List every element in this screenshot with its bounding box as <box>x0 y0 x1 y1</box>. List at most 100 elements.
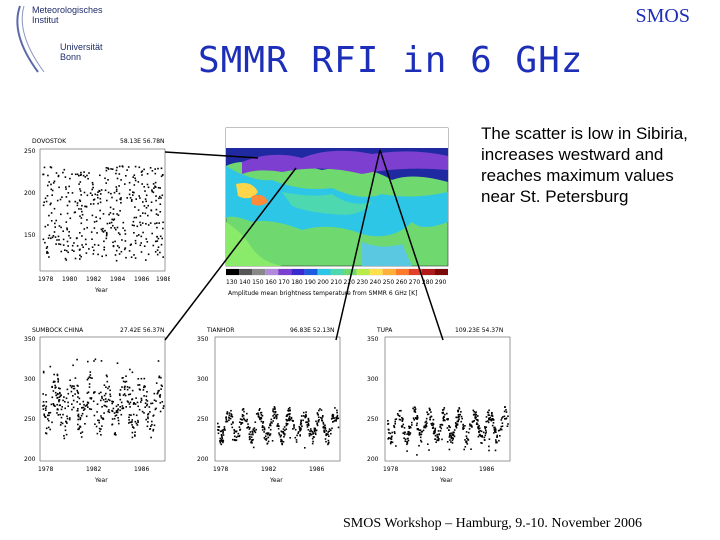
x-tick: 1982 <box>86 276 101 283</box>
scatter-point <box>59 243 62 246</box>
scatter-point <box>505 418 507 420</box>
scatter-point <box>66 240 69 243</box>
scatter-point <box>76 409 79 412</box>
scatter-point <box>313 428 316 431</box>
scatter-point <box>287 408 290 410</box>
scatter-point <box>156 249 159 251</box>
scatter-point <box>65 397 68 400</box>
scatter-point <box>157 186 160 189</box>
scatter-point <box>263 431 265 433</box>
scatter-point <box>71 249 74 251</box>
scatter-point <box>413 410 416 413</box>
scatter-point <box>436 436 439 439</box>
scatter-point <box>100 193 102 195</box>
scatter-point <box>85 415 88 418</box>
scatter-point <box>106 375 108 378</box>
scatter-point <box>80 436 83 438</box>
scatter-point <box>264 435 267 437</box>
scatter-point <box>100 360 103 362</box>
scatter-point <box>56 374 59 377</box>
scatter-point <box>137 378 140 380</box>
scatter-point <box>116 411 119 414</box>
scatter-point <box>298 426 301 428</box>
scatter-point <box>239 418 242 420</box>
scatter-point <box>322 415 324 417</box>
scatter-point <box>305 415 307 417</box>
scatter-point <box>89 371 92 373</box>
scatter-point <box>325 433 327 436</box>
scatter-point <box>251 430 254 433</box>
scatter-point <box>309 430 311 432</box>
scatter-point <box>495 441 497 444</box>
colorbar-tick: 230 <box>357 279 369 286</box>
scatter-point <box>480 435 483 438</box>
scatter-point <box>261 429 264 431</box>
scatter-point <box>122 380 125 383</box>
scatter-point <box>274 407 276 409</box>
scatter-point <box>267 436 270 439</box>
scatter-point <box>43 201 45 203</box>
scatter-point <box>81 210 83 213</box>
scatter-point <box>429 408 431 411</box>
scatter-point <box>328 428 331 430</box>
scatter-point <box>106 380 109 383</box>
scatter-point <box>60 421 62 424</box>
scatter-point <box>111 218 113 221</box>
scatter-point <box>224 429 226 431</box>
scatter-point <box>421 430 423 433</box>
scatter-point <box>300 415 303 417</box>
scatter-point <box>91 181 94 184</box>
scatter-point <box>220 434 223 437</box>
scatter-point <box>240 422 243 424</box>
scatter-point <box>117 232 120 234</box>
plot-title: SUMBOCK CHINA <box>32 327 84 334</box>
scatter-point <box>67 192 70 194</box>
scatter-point <box>389 432 392 435</box>
scatter-point <box>439 430 442 432</box>
scatter-point <box>100 399 102 402</box>
scatter-point <box>91 214 94 217</box>
scatter-point <box>73 211 76 214</box>
scatter-point <box>393 426 396 429</box>
scatter-point <box>225 418 228 421</box>
scatter-point <box>128 419 130 421</box>
scatter-point <box>101 397 103 399</box>
scatter-point <box>87 377 90 380</box>
scatter-point <box>480 430 483 433</box>
colorbar-tick: 200 <box>317 279 329 286</box>
scatter-point <box>106 233 108 236</box>
scatter-point <box>311 442 314 445</box>
scatter-point <box>474 416 476 419</box>
scatter-point <box>311 437 314 440</box>
colorbar-tick: 170 <box>278 279 290 286</box>
scatter-point <box>133 232 135 234</box>
scatter-point <box>121 386 123 388</box>
scatter-point <box>479 433 481 436</box>
y-tick: 250 <box>24 416 36 423</box>
scatter-point <box>53 231 56 233</box>
scatter-point <box>89 376 92 379</box>
scatter-point <box>407 431 409 433</box>
scatter-point <box>72 395 74 397</box>
scatter-point <box>336 414 339 417</box>
scatter-point <box>152 244 155 247</box>
scatter-point <box>71 192 74 194</box>
scatter-point <box>279 435 282 438</box>
colorbar-swatch <box>291 269 305 275</box>
scatter-point <box>134 206 136 208</box>
scatter-point <box>425 425 428 428</box>
scatter-point <box>157 392 159 394</box>
scatter-point <box>466 437 468 439</box>
scatter-point <box>133 254 135 256</box>
scatter-point <box>69 417 71 419</box>
scatter-point <box>94 358 97 361</box>
scatter-point <box>499 435 501 437</box>
colorbar-swatch <box>382 269 396 275</box>
scatter-point <box>57 381 59 383</box>
scatter-point <box>60 213 62 216</box>
scatter-point <box>155 407 157 410</box>
scatter-point <box>71 173 73 175</box>
scatter-point <box>147 186 150 189</box>
scatter-point <box>395 445 397 447</box>
scatter-point <box>444 419 446 422</box>
